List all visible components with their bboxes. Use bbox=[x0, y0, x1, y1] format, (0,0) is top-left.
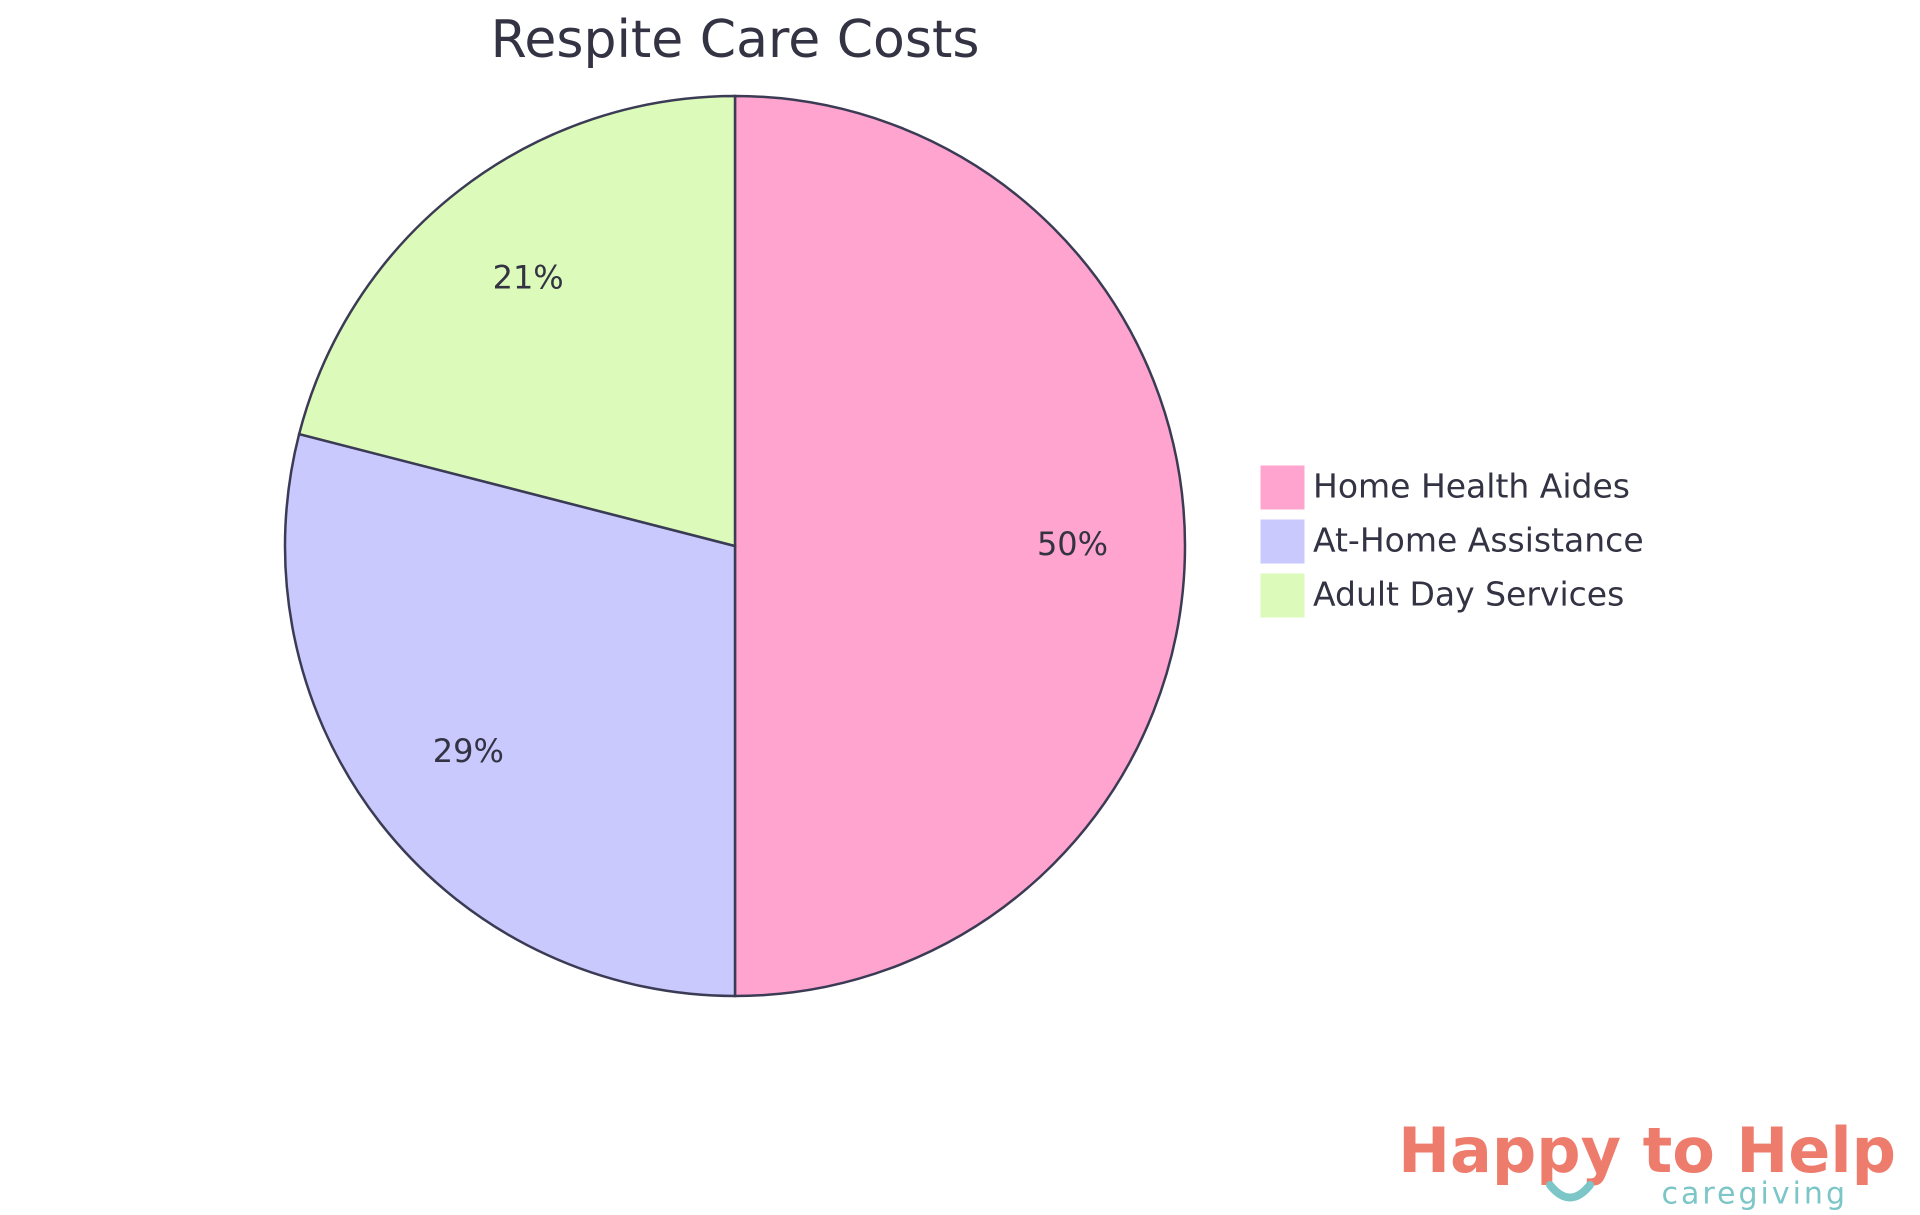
logo-name: Happy to Help bbox=[1398, 1114, 1896, 1187]
legend-label: Adult Day Services bbox=[1313, 575, 1624, 614]
legend-label: At-Home Assistance bbox=[1313, 521, 1644, 560]
logo-tagline: caregiving bbox=[1661, 1177, 1848, 1212]
logo-smile bbox=[1546, 1181, 1594, 1202]
logo: Happy to Help caregiving bbox=[1398, 1114, 1896, 1211]
pie-slice bbox=[283, 432, 737, 998]
legend-swatch bbox=[1259, 572, 1306, 619]
pie-slice bbox=[733, 94, 1187, 998]
legend-swatch bbox=[1259, 464, 1306, 511]
pie-slice bbox=[297, 94, 737, 548]
legend-swatch bbox=[1259, 518, 1306, 565]
data-label: 50% bbox=[1037, 525, 1108, 563]
legend-label: Home Health Aides bbox=[1313, 467, 1630, 506]
data-label: 21% bbox=[493, 258, 564, 296]
chart-title: Respite Care Costs bbox=[491, 10, 980, 70]
data-label: 29% bbox=[433, 732, 504, 770]
